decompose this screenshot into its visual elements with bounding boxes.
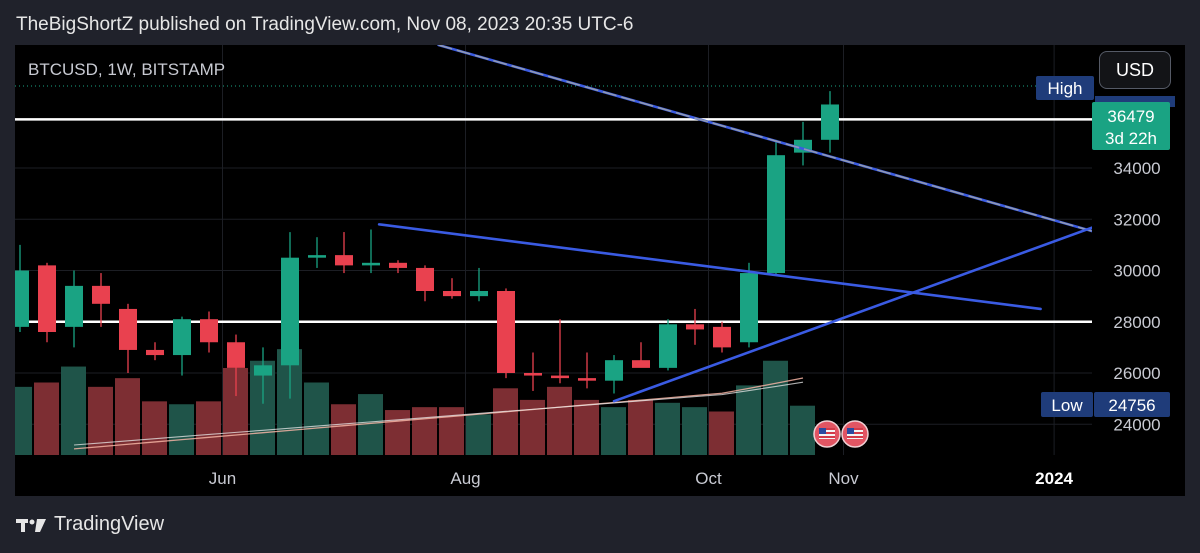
volume-bar [196,401,221,455]
volume-bar [439,407,464,455]
footer-brand[interactable]: TradingView [16,513,164,536]
volume-ma-line [73,377,804,450]
volume-bar [790,405,815,455]
y-tick-label: 24000 [1113,415,1160,434]
publish-info: TheBigShortZ published on TradingView.co… [16,14,634,35]
candle-body [15,270,29,327]
candle-body [308,255,326,258]
upper-wedge-line [377,223,1042,311]
candle-body [92,285,110,304]
candle-body [686,324,704,330]
x-tick-label: Aug [450,469,480,488]
us-flag-icon-canton [847,428,854,434]
volume-bar [709,411,734,455]
candle-body [362,262,380,266]
volume-bar [682,407,707,455]
x-tick-label: 2024 [1035,469,1073,488]
high-label-badge [1036,76,1094,100]
y-tick-label: 32000 [1113,210,1160,229]
footer-brand-label: TradingView [54,513,165,535]
volume-bar [466,414,491,455]
candle-body [119,308,137,350]
us-flag-icon-stripe [819,428,835,430]
candle-body [524,373,542,376]
candle-body [146,349,164,356]
symbol-label: BTCUSD, 1W, BITSTAMP [28,60,226,79]
candle-body [443,291,461,297]
volume-bar [412,407,437,455]
volume-bar [601,407,626,455]
us-flag-icon-stripe [847,428,863,430]
currency-button[interactable]: USD [1099,51,1171,89]
candle-body [389,262,407,268]
x-tick-label: Oct [695,469,722,488]
x-tick-label: Jun [209,469,236,488]
tradingview-logo-icon [16,518,46,532]
volume-bar [655,402,680,455]
candle-body [65,285,83,327]
high-label: High [1048,79,1083,98]
falling-resistance-line-overlay [438,45,1092,232]
candle-body [173,319,191,356]
candle-body [605,360,623,381]
us-flag-icon-stripe [819,432,835,434]
volume-bar [763,360,788,455]
rising-support-line [612,226,1092,403]
volume-bar [142,401,167,455]
candle-body [821,104,839,140]
candle-body [470,291,488,297]
low-label-badge [1041,392,1093,417]
us-flag-icon-stripe [819,436,835,438]
volume-bar [61,366,86,455]
volume-bar [736,385,761,455]
candle-body [578,378,596,381]
low-value-badge [1094,392,1170,417]
volume-bar [169,404,194,455]
plot-area [15,45,1092,455]
us-flag-icon-canton [819,428,826,434]
volume-bar [34,382,59,455]
countdown-label: 3d 22h [1105,129,1157,148]
candle-body [200,319,218,343]
y-tick-label: 28000 [1113,313,1160,332]
candle-body [551,375,569,379]
candle-body [281,257,299,366]
x-tick-label: Nov [828,469,859,488]
last-price-badge [1092,102,1170,150]
y-tick-label: 34000 [1113,159,1160,178]
candle-body [38,265,56,332]
candle-body [713,326,731,348]
candle-body [767,155,785,274]
candle-body [659,324,677,368]
y-tick-label: 26000 [1113,364,1160,383]
high-value-badge [1095,96,1175,107]
volume-bar [628,399,653,455]
us-flag-icon-stripe [847,436,863,438]
volume-bar [88,386,113,455]
last-price-label: 36479 [1107,107,1154,126]
candle-body [497,291,515,373]
us-flag-icon-stripe [847,432,863,434]
low-value-label: 24756 [1108,396,1155,415]
candle-body [227,342,245,368]
volume-bar [547,386,572,455]
candle-body [254,365,272,376]
y-tick-label: 30000 [1113,262,1160,281]
volume-bar [304,382,329,455]
volume-bar [115,378,140,455]
volume-bar [385,410,410,455]
volume-bar [493,388,518,455]
volume-ma-line-2 [73,381,804,446]
volume-bar [331,404,356,455]
volume-bar [574,399,599,455]
candle-body [632,360,650,368]
candle-body [740,273,758,343]
candle-body [416,267,434,291]
low-label: Low [1051,396,1083,415]
candle-body [335,255,353,266]
volume-bar [15,386,32,455]
